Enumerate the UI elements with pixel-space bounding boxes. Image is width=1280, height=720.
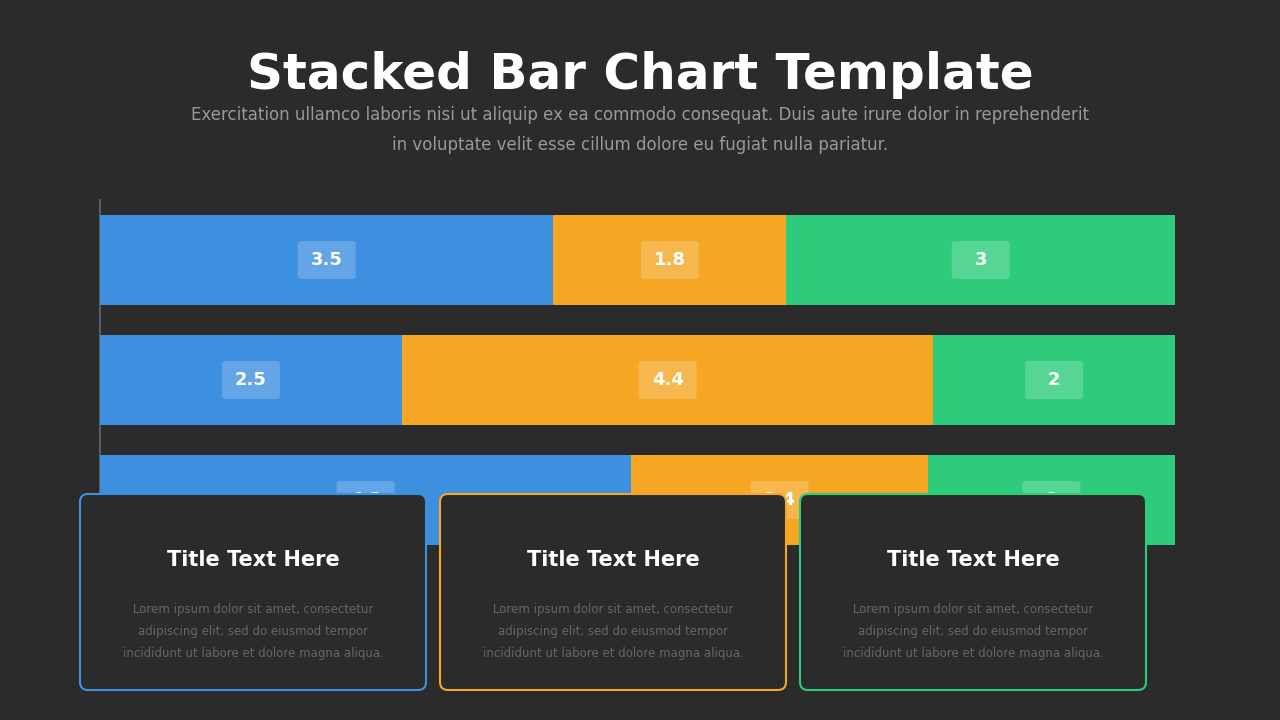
Bar (933, 335, 1175, 425)
FancyBboxPatch shape (440, 494, 786, 690)
Text: Lorem ipsum dolor sit amet, consectetur
adipiscing elit, sed do eiusmod tempor
i: Lorem ipsum dolor sit amet, consectetur … (842, 603, 1103, 660)
Text: Title Text Here: Title Text Here (526, 549, 699, 570)
Text: Lorem ipsum dolor sit amet, consectetur
adipiscing elit, sed do eiusmod tempor
i: Lorem ipsum dolor sit amet, consectetur … (483, 603, 744, 660)
Bar (553, 215, 786, 305)
FancyBboxPatch shape (1025, 361, 1083, 399)
Text: 4.3: 4.3 (349, 491, 381, 509)
Text: 3: 3 (974, 251, 987, 269)
Text: 4.4: 4.4 (652, 371, 684, 389)
FancyBboxPatch shape (337, 481, 394, 519)
FancyBboxPatch shape (298, 241, 356, 279)
FancyBboxPatch shape (221, 361, 280, 399)
Text: Lorem ipsum dolor sit amet, consectetur
adipiscing elit, sed do eiusmod tempor
i: Lorem ipsum dolor sit amet, consectetur … (123, 603, 384, 660)
FancyBboxPatch shape (800, 494, 1146, 690)
Text: Stacked Bar Chart Template: Stacked Bar Chart Template (247, 51, 1033, 99)
FancyBboxPatch shape (79, 494, 426, 690)
Text: 1.8: 1.8 (654, 251, 686, 269)
FancyBboxPatch shape (750, 481, 809, 519)
Bar (928, 455, 1175, 545)
Bar (402, 335, 933, 425)
FancyBboxPatch shape (639, 361, 696, 399)
Text: Title Text Here: Title Text Here (166, 549, 339, 570)
Bar (100, 215, 553, 305)
Bar (100, 335, 402, 425)
Bar (100, 455, 631, 545)
Text: 2.4: 2.4 (764, 491, 796, 509)
Bar (786, 215, 1175, 305)
Bar (631, 455, 928, 545)
Text: 2.5: 2.5 (236, 371, 268, 389)
Text: Exercitation ullamco laboris nisi ut aliquip ex ea commodo consequat. Duis aute : Exercitation ullamco laboris nisi ut ali… (191, 107, 1089, 153)
Text: 3.5: 3.5 (311, 251, 343, 269)
FancyBboxPatch shape (641, 241, 699, 279)
Text: 2: 2 (1046, 491, 1057, 509)
Text: Title Text Here: Title Text Here (887, 549, 1060, 570)
Text: 2: 2 (1048, 371, 1060, 389)
FancyBboxPatch shape (1023, 481, 1080, 519)
FancyBboxPatch shape (952, 241, 1010, 279)
